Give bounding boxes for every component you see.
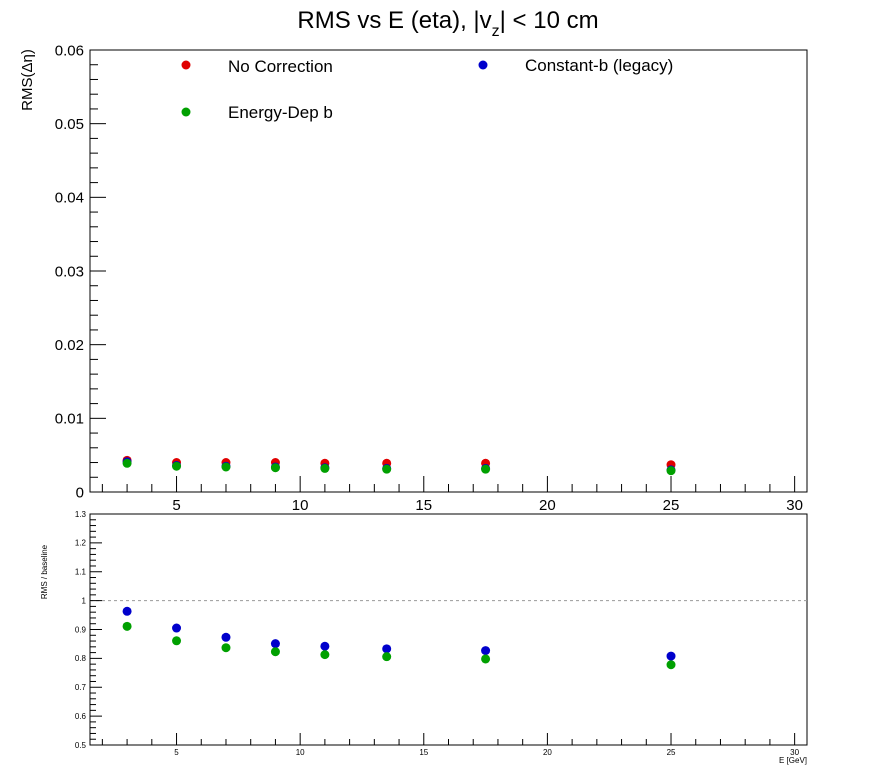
data-point-energy-dep-b [666,660,676,670]
data-point-energy-dep-b [666,466,676,476]
x-tick-label: 10 [292,497,309,514]
y-tick-label: 0.7 [75,683,87,692]
y-tick-label: 0.8 [75,654,87,663]
x-tick-label: 15 [419,748,428,757]
bottom-y-axis-label: RMS / baseline [40,544,49,599]
y-tick-label: 0.05 [55,116,84,133]
x-tick-label: 10 [296,748,305,757]
y-tick-label: 0.04 [55,190,84,207]
data-point-energy-dep-b [172,636,182,646]
data-point-constant-b [666,651,676,661]
data-point-energy-dep-b [270,647,280,657]
data-point-energy-dep-b [221,643,231,653]
data-point-constant-b [382,644,392,654]
chart-title: RMS vs E (eta), |vz| < 10 cm [297,7,598,40]
legend-marker-constant-b [478,60,488,70]
legend-label-constant-b: Constant-b (legacy) [525,56,673,75]
bottom-x-axis-label: E [GeV] [779,756,807,765]
y-tick-label: 1.1 [75,568,87,577]
top-x-axis: 5 10 15 20 25 30 [101,476,803,514]
bottom-x-axis: 5 10 15 20 25 30 [101,733,800,757]
chart-title-main: RMS vs E (eta), |v [297,7,491,34]
chart-title-tail: | < 10 cm [500,7,599,34]
top-data-points [122,455,676,476]
legend: No Correction Constant-b (legacy) Energy-D… [181,56,673,122]
data-point-energy-dep-b [481,654,491,664]
legend-label-energy-dep-b: Energy-Dep b [228,103,333,122]
x-tick-label: 20 [543,748,552,757]
data-point-energy-dep-b [172,461,182,471]
data-point-energy-dep-b [481,464,491,474]
data-point-constant-b [270,639,280,649]
data-point-energy-dep-b [270,463,280,473]
data-point-constant-b [481,646,491,656]
legend-marker-no-correction [181,60,191,70]
bottom-panel: 5 10 15 20 25 30 0.5 0.6 0.7 0.8 0.9 1 1.1 1.2 1.3 RM… [40,510,808,765]
chart-title-subscript: z [492,23,500,40]
data-point-energy-dep-b [221,462,231,472]
x-tick-label: 30 [790,748,799,757]
y-tick-label: 0.5 [75,741,87,750]
data-point-energy-dep-b [382,464,392,474]
y-tick-label: 1.2 [75,539,87,548]
data-point-energy-dep-b [320,463,330,473]
y-tick-label: 0.6 [75,712,87,721]
legend-label-no-correction: No Correction [228,57,333,76]
x-tick-label: 25 [663,497,680,514]
data-point-energy-dep-b [382,652,392,662]
bottom-plot-frame [89,513,808,746]
bottom-data-points [122,606,676,670]
y-tick-label: 0.03 [55,263,84,280]
top-panel: 5 10 15 20 25 30 0 0.01 0.02 0.03 0.04 0.05 0.06 RM… [19,42,808,514]
y-tick-label: 0 [76,484,84,501]
y-tick-label: 0.06 [55,42,84,59]
y-tick-label: 0.01 [55,411,84,428]
data-point-energy-dep-b [320,650,330,660]
data-point-energy-dep-b [122,458,132,468]
data-point-energy-dep-b [122,621,132,631]
top-y-axis: 0 0.01 0.02 0.03 0.04 0.05 0.06 [55,42,106,501]
x-tick-label: 5 [172,497,180,514]
y-tick-label: 1 [82,596,87,605]
data-point-constant-b [221,632,231,642]
bottom-y-axis: 0.5 0.6 0.7 0.8 0.9 1 1.1 1.2 1.3 [75,510,102,750]
top-y-axis-label: RMS(Δη) [19,49,36,111]
y-tick-label: 0.9 [75,625,87,634]
x-tick-label: 5 [174,748,179,757]
x-tick-label: 25 [667,748,676,757]
data-point-constant-b [172,623,182,633]
y-tick-label: 0.02 [55,337,84,354]
data-point-constant-b [320,641,330,651]
x-tick-label: 30 [786,497,803,514]
top-plot-frame [89,49,808,493]
data-point-constant-b [122,606,132,616]
y-tick-label: 1.3 [75,510,87,519]
legend-marker-energy-dep-b [181,107,191,117]
x-tick-label: 15 [415,497,432,514]
x-tick-label: 20 [539,497,556,514]
